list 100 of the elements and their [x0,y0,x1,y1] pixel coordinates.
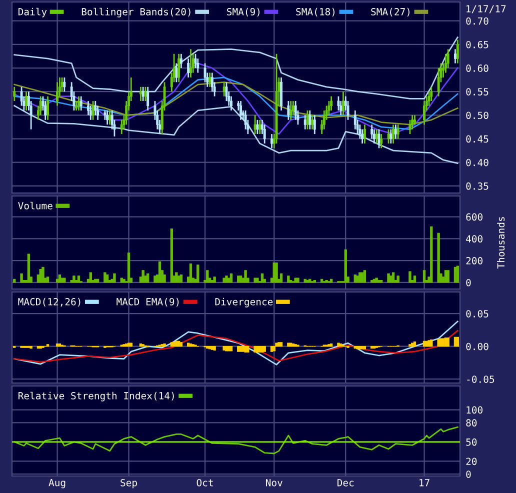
y-tick-label: 0.60 [466,64,488,72]
bar [104,272,106,283]
y-tick-label: 20 [466,458,477,466]
candlestick [263,124,266,144]
bar [63,278,66,283]
bar [222,346,226,351]
bar [430,340,433,347]
bar [340,343,342,347]
bar [208,346,212,350]
y-tick-label: 400 [466,235,482,243]
candlestick [340,100,342,116]
candlestick [294,100,297,121]
y-tick-label: 0.70 [466,17,488,25]
bar [239,346,242,352]
bar [213,276,216,283]
candlestick [446,48,450,69]
candlestick [256,119,259,135]
candlestick [39,96,42,116]
bar [370,280,374,283]
candlestick [454,48,456,64]
candlestick [408,119,412,135]
legend-label: Relative Strength Index(14) [18,392,174,402]
candlestick [313,114,316,135]
bar [125,343,128,347]
bar [146,273,150,283]
bar [363,270,366,283]
bar [396,276,400,283]
candlestick [378,128,380,149]
bar [275,262,278,283]
candlestick [240,100,242,121]
candlestick [180,53,182,69]
bar [74,280,78,283]
y-tick-label: 0.05 [466,310,488,318]
bar [244,270,247,283]
bar [142,270,144,283]
bar [186,342,190,347]
y-tick-label: 100 [466,406,482,414]
bar [89,272,92,283]
candlestick [342,90,344,116]
candlestick [308,110,312,130]
bar [330,278,333,283]
bar [130,342,132,347]
bar [163,343,166,347]
y-tick-label: 0.55 [466,88,488,96]
candlestick [387,128,390,144]
bar [70,280,73,283]
bar [120,278,123,283]
bar [437,232,440,283]
y-tick-label: -0.05 [467,376,494,383]
legend-label: SMA(18) [296,8,334,17]
bar [106,274,109,283]
candlestick [390,128,392,144]
candlestick [178,53,180,83]
candlestick [287,100,290,121]
y-tick-label: 600 [466,213,482,221]
bar [413,276,416,283]
candlestick [196,58,200,74]
candlestick [292,100,294,116]
bar [263,346,266,352]
candlestick [413,114,416,126]
bar [296,278,300,283]
y-axis-title: Thousands [497,217,505,269]
line-series [14,330,458,363]
candlestick [80,96,82,112]
x-tick-label: Aug [48,479,66,488]
candlestick [208,72,212,88]
bar [172,341,176,347]
bar [175,340,178,347]
bar [275,342,278,347]
candlestick [330,96,333,112]
candlestick [210,72,214,92]
bar [180,274,183,283]
candlestick [322,110,326,130]
candlestick [77,96,80,112]
candlestick [430,86,433,102]
candlestick [270,133,273,149]
bar [272,262,276,283]
candlestick [56,81,59,106]
y-tick-label: 0 [466,470,471,478]
bar [422,270,426,283]
candlestick [225,81,228,102]
bar [428,340,430,347]
bar [437,338,440,347]
y-tick-label: 0.65 [466,40,488,48]
bar [13,278,16,283]
candlestick [204,62,206,83]
line-series [14,36,458,100]
candlestick [346,100,350,121]
bar [287,276,290,283]
candlestick [75,100,78,112]
bar [230,346,233,352]
candlestick [244,110,247,130]
legend-label: Bollinger Bands(20) [82,8,190,18]
bar [320,278,324,283]
legend-label: Volume [18,202,52,210]
candlestick [311,114,314,130]
candlestick [423,100,426,126]
bar [170,228,174,283]
candlestick [46,96,49,121]
bar [228,278,230,283]
